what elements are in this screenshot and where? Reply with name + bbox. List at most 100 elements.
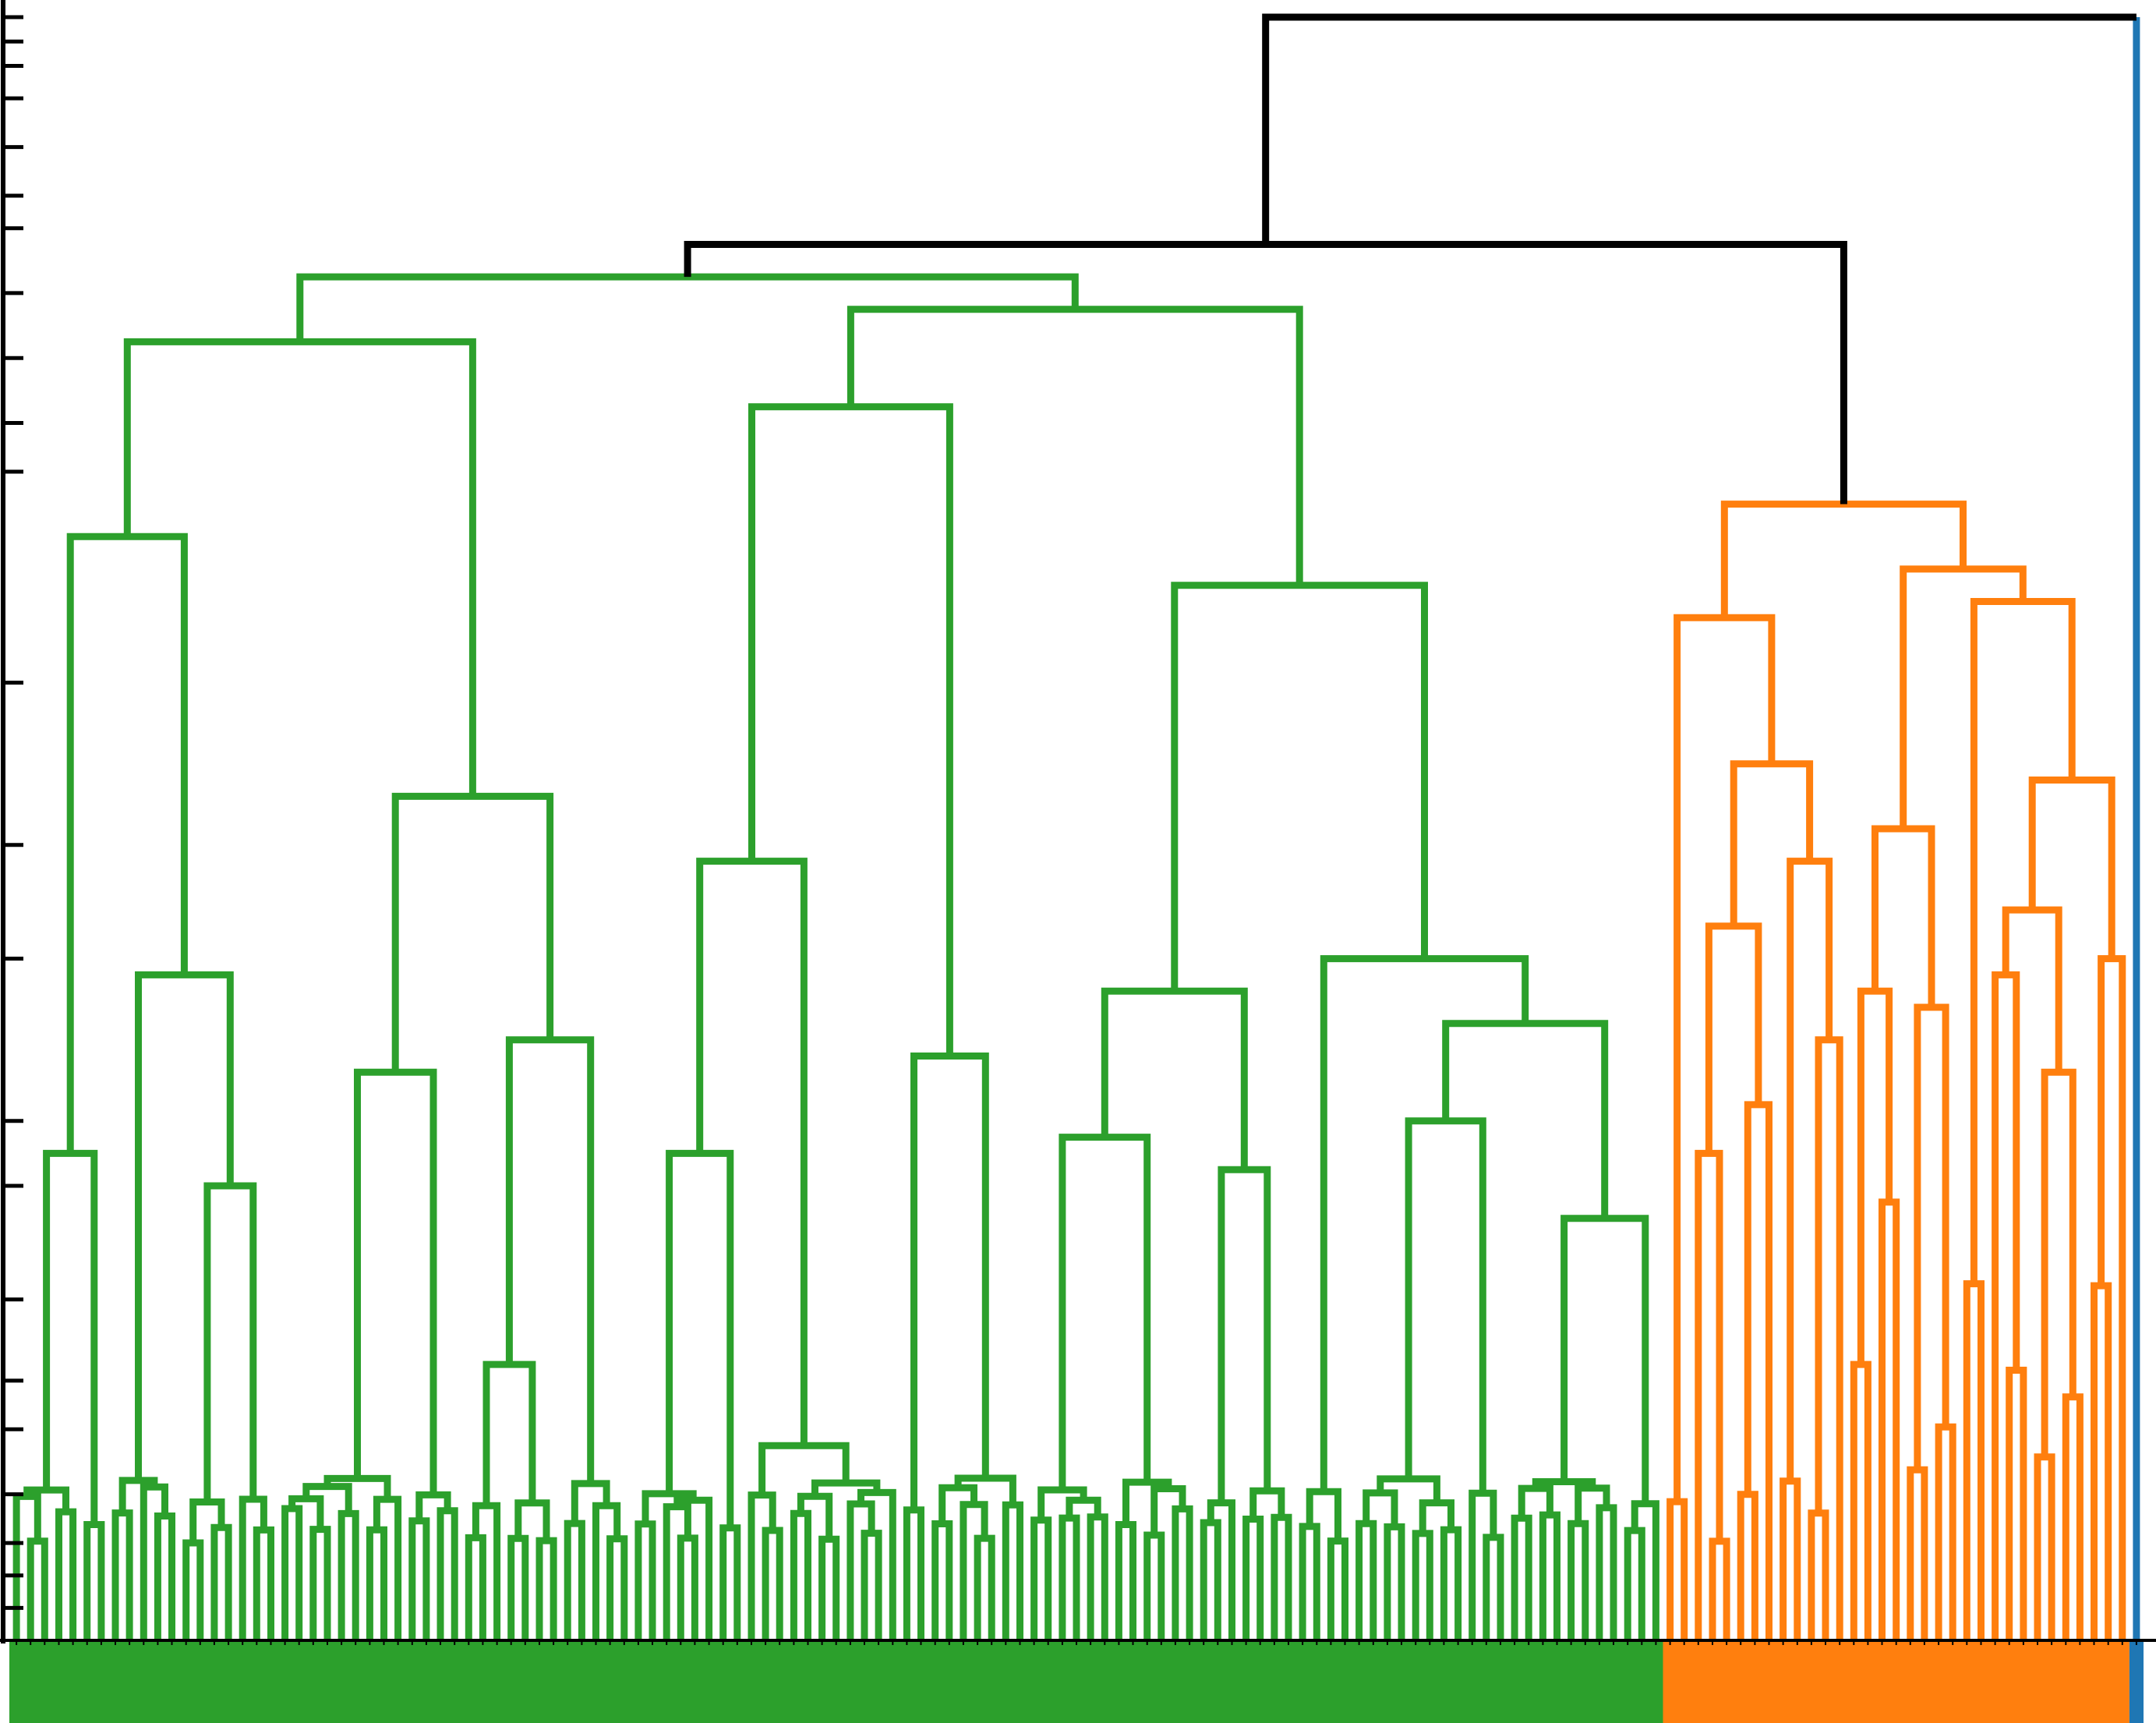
cluster-1-link — [1900, 565, 2027, 829]
cluster-0-link — [1171, 582, 1428, 992]
cluster-0-link — [1030, 1516, 1052, 1640]
cluster-0-link — [1101, 987, 1248, 1170]
top-link-green-orange — [684, 241, 1847, 504]
cluster-0-link — [253, 1526, 274, 1640]
cluster-0-link — [1412, 1530, 1433, 1640]
cluster-0-link — [1218, 1166, 1271, 1503]
cluster-1-link — [1720, 501, 1967, 618]
cluster-0-link — [535, 1537, 557, 1640]
cluster-0-link — [1059, 1514, 1080, 1640]
cluster-0-link — [1355, 1520, 1377, 1640]
cluster-0-link — [135, 971, 234, 1481]
cluster-0-link — [1087, 1513, 1108, 1640]
cluster-1-link — [2006, 1367, 2027, 1640]
cluster-0-link — [758, 1442, 850, 1495]
cluster-0-link — [366, 1526, 387, 1640]
cluster-2-leaf-bar — [2129, 1642, 2144, 1723]
cluster-0-link — [391, 792, 554, 1073]
cluster-0-link — [1560, 1215, 1649, 1504]
cluster-0-link — [507, 1534, 529, 1640]
cluster-0-link — [931, 1520, 953, 1640]
cluster-1-link — [2028, 777, 2115, 959]
cluster-1-link — [1963, 1280, 1985, 1640]
cluster-1-link — [1879, 1198, 1900, 1640]
cluster-0-link — [1172, 1505, 1193, 1640]
cluster-0-link — [123, 338, 476, 797]
cluster-0-link — [606, 1535, 628, 1640]
cluster-0-link — [861, 1530, 882, 1640]
cluster-0-link — [1299, 1523, 1320, 1640]
cluster-0-link — [1511, 1514, 1532, 1640]
cluster-0-link — [281, 1505, 303, 1640]
cluster-0-link — [43, 1149, 98, 1525]
cluster-0-link — [505, 1036, 595, 1484]
cluster-0-link — [1200, 1519, 1221, 1640]
cluster-0-link — [846, 306, 1303, 586]
cluster-0-link — [719, 1524, 741, 1640]
cluster-0-link — [1059, 1134, 1151, 1490]
cluster-0-link — [790, 1509, 811, 1640]
cluster-0-link — [1384, 1523, 1405, 1640]
cluster-0-link — [1440, 1526, 1462, 1640]
cluster-0-link — [1568, 1520, 1589, 1640]
cluster-0-link — [111, 1509, 133, 1640]
cluster-0-link — [1483, 1534, 1504, 1640]
cluster-0-link — [677, 1534, 698, 1640]
cluster-1-link — [1850, 1360, 1871, 1640]
cluster-1-link — [1808, 1509, 1829, 1640]
cluster-0-link — [338, 1509, 359, 1640]
cluster-1-link — [1780, 1477, 1801, 1640]
cluster-1-leaf-bar — [1663, 1642, 2129, 1723]
cluster-0-link — [960, 1501, 988, 1640]
cluster-1-link — [2062, 1393, 2084, 1640]
cluster-0-link — [1002, 1501, 1023, 1640]
cluster-0-link — [210, 1523, 232, 1640]
cluster-0-leaf-bar — [9, 1642, 1663, 1723]
cluster-1-link — [1914, 1003, 1949, 1470]
cluster-0-link — [564, 1520, 585, 1640]
cluster-0-link — [1242, 1516, 1264, 1640]
cluster-1-link — [1907, 1466, 1928, 1640]
cluster-0-link — [203, 1182, 257, 1502]
cluster-1-link — [1709, 1537, 1730, 1640]
cluster-1-link — [2034, 1453, 2055, 1640]
cluster-0-link — [903, 1506, 924, 1640]
cluster-0-link — [1327, 1537, 1348, 1640]
cluster-0-link — [1115, 1521, 1136, 1640]
cluster-0-link — [1320, 955, 1529, 1492]
cluster-0-link — [1143, 1531, 1165, 1640]
cluster-0-link — [974, 1534, 995, 1640]
cluster-0-link — [465, 1534, 486, 1640]
cluster-0-link — [1624, 1527, 1645, 1640]
cluster-0-link — [482, 1360, 536, 1506]
cluster-0-link — [408, 1517, 430, 1640]
cluster-1-link — [1695, 1149, 1723, 1640]
cluster-1-link — [1737, 1491, 1758, 1640]
cluster-1-link — [1787, 858, 1833, 1481]
cluster-0-link — [762, 1527, 783, 1640]
cluster-0-link — [472, 1502, 501, 1640]
cluster-0-link — [634, 1520, 656, 1640]
cluster-1-link — [2098, 955, 2126, 1640]
cluster-0-link — [910, 1053, 989, 1510]
cluster-0-link — [55, 1508, 77, 1640]
cluster-0-link — [1539, 1511, 1560, 1640]
cluster-1-link — [2091, 1282, 2112, 1640]
cluster-0-link — [354, 1068, 437, 1495]
cluster-0-link — [309, 1526, 331, 1640]
cluster-0-link — [182, 1539, 204, 1640]
cluster-1-link — [1730, 760, 1814, 926]
cluster-0-link — [1271, 1513, 1292, 1640]
cluster-1-link — [1935, 1423, 1956, 1640]
cluster-1-link — [1871, 825, 1935, 1007]
cluster-0-link — [83, 1521, 105, 1640]
cluster-0-link — [1405, 1117, 1486, 1494]
cluster-1-link — [1815, 1036, 1843, 1640]
cluster-1-link — [1666, 1498, 1688, 1640]
cluster-0-link — [27, 1537, 48, 1640]
cluster-0-link — [666, 1149, 734, 1528]
cluster-0-link — [748, 403, 953, 1056]
cluster-0-link — [1596, 1504, 1617, 1640]
top-link-root — [1262, 13, 2137, 245]
